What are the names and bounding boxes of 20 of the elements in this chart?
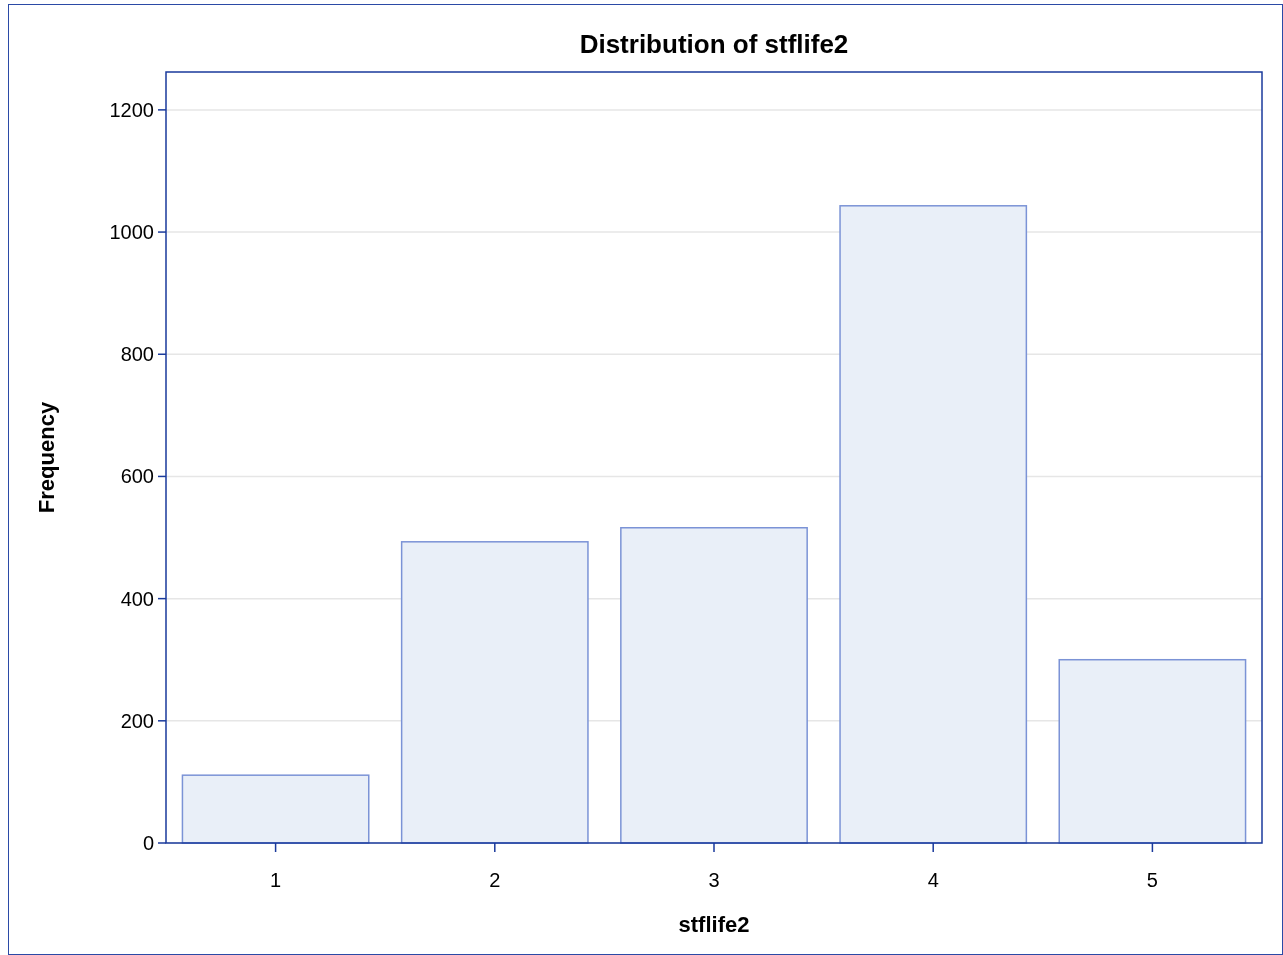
y-tick-label: 600 [120,465,154,488]
bar [181,774,370,844]
y-tick-label: 200 [120,709,154,732]
x-tick-label: 1 [270,869,282,891]
bar [839,205,1028,844]
bar [620,527,808,844]
y-tick-label: 1200 [109,98,154,121]
y-tick-label: 0 [142,832,154,854]
y-axis-title: Frequency [34,401,59,514]
y-tick-label: 1000 [109,221,154,244]
x-tick-label: 3 [708,869,720,891]
x-tick-label: 4 [927,869,939,891]
y-tick-label: 800 [120,343,154,366]
bar [400,541,589,844]
chart-title: Distribution of stflife2 [579,29,849,59]
bar [1058,658,1247,844]
y-tick-label: 400 [120,587,154,610]
x-axis-title: stflife2 [678,912,750,937]
x-tick-label: 5 [1146,869,1158,891]
x-tick-label: 2 [489,869,501,891]
